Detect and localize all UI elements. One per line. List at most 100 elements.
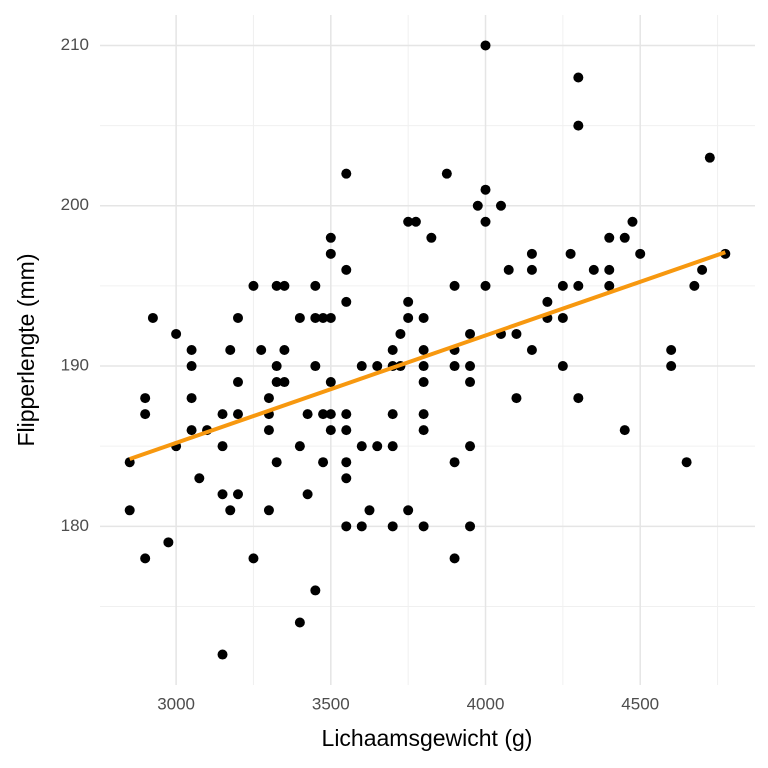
point <box>426 232 437 243</box>
point <box>465 361 476 372</box>
point <box>449 457 460 468</box>
y-tick-label: 180 <box>61 516 89 535</box>
point <box>526 248 537 259</box>
point <box>356 441 367 452</box>
point <box>232 409 243 420</box>
point <box>341 409 352 420</box>
point <box>387 521 398 532</box>
point <box>619 232 630 243</box>
point <box>171 328 182 339</box>
point <box>271 280 282 291</box>
point <box>294 312 305 323</box>
point <box>279 377 290 388</box>
point <box>480 216 491 227</box>
point <box>341 425 352 436</box>
point <box>418 361 429 372</box>
point <box>449 361 460 372</box>
point <box>140 393 151 404</box>
point <box>666 345 677 355</box>
point <box>318 409 329 420</box>
point <box>294 617 305 628</box>
point <box>573 72 584 83</box>
point <box>163 537 174 548</box>
point <box>542 296 553 307</box>
x-axis-title: Lichaamsgewicht (g) <box>322 725 533 751</box>
point <box>271 361 282 372</box>
point <box>557 312 568 323</box>
point <box>310 585 321 596</box>
point <box>666 361 677 372</box>
point <box>302 489 313 500</box>
point <box>248 553 259 564</box>
point <box>341 457 352 468</box>
point <box>449 280 460 291</box>
point <box>480 184 491 195</box>
point <box>325 312 336 323</box>
point <box>225 345 236 355</box>
point <box>186 393 197 404</box>
point <box>511 328 522 339</box>
point <box>418 377 429 388</box>
point <box>465 328 476 339</box>
x-tick-label: 4000 <box>467 694 505 713</box>
point <box>465 377 476 388</box>
x-tick-label: 4500 <box>621 694 659 713</box>
point <box>341 473 352 484</box>
point <box>341 521 352 532</box>
point <box>418 345 429 355</box>
point <box>217 649 228 660</box>
point <box>588 264 599 275</box>
point <box>263 393 274 404</box>
point <box>294 441 305 452</box>
x-tick-label: 3500 <box>312 694 350 713</box>
point <box>232 489 243 500</box>
point <box>418 521 429 532</box>
point <box>325 425 336 436</box>
point <box>573 120 584 131</box>
point <box>604 280 615 291</box>
point <box>279 280 290 291</box>
point <box>217 409 228 420</box>
y-tick-label: 210 <box>61 35 89 54</box>
point <box>604 264 615 275</box>
point <box>364 505 375 516</box>
x-tick-label: 3000 <box>157 694 195 713</box>
point <box>565 248 576 259</box>
point <box>310 361 321 372</box>
point <box>232 377 243 388</box>
point <box>356 521 367 532</box>
point <box>372 441 383 452</box>
point <box>387 345 398 355</box>
point <box>418 409 429 420</box>
point <box>140 409 151 420</box>
point <box>511 393 522 404</box>
point <box>604 232 615 243</box>
point <box>147 312 158 323</box>
point <box>217 441 228 452</box>
point <box>619 425 630 436</box>
point <box>217 489 228 500</box>
point <box>263 425 274 436</box>
point <box>271 457 282 468</box>
point <box>395 328 406 339</box>
point <box>302 409 313 420</box>
point <box>418 312 429 323</box>
point <box>279 345 290 355</box>
y-axis-title: Flipperlengte (mm) <box>13 254 39 447</box>
point <box>271 377 282 388</box>
y-tick-label: 190 <box>61 356 89 375</box>
point <box>403 296 414 307</box>
point <box>465 441 476 452</box>
point <box>186 361 197 372</box>
point <box>418 425 429 436</box>
point <box>403 312 414 323</box>
point <box>704 152 715 163</box>
point <box>356 361 367 372</box>
point <box>573 393 584 404</box>
y-tick-label: 200 <box>61 195 89 214</box>
point <box>325 377 336 388</box>
point <box>526 345 537 355</box>
point <box>627 216 638 227</box>
point <box>403 505 414 516</box>
